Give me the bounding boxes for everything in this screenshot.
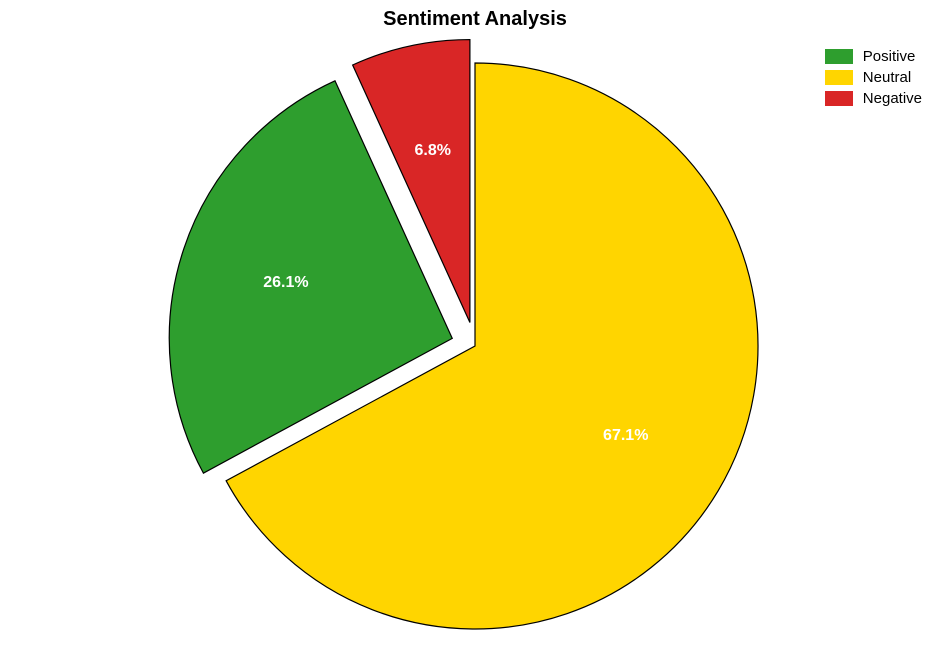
sentiment-pie-chart: Sentiment Analysis PositiveNeutralNegati… bbox=[0, 0, 950, 662]
legend-label-positive: Positive bbox=[863, 48, 916, 65]
legend-item-positive: Positive bbox=[825, 48, 922, 65]
legend-swatch-positive bbox=[825, 49, 853, 64]
legend-label-neutral: Neutral bbox=[863, 69, 911, 86]
slice-label-positive: 26.1% bbox=[263, 274, 308, 292]
pie-svg bbox=[0, 0, 950, 662]
legend-swatch-negative bbox=[825, 91, 853, 106]
legend-item-negative: Negative bbox=[825, 90, 922, 107]
legend-swatch-neutral bbox=[825, 70, 853, 85]
legend-label-negative: Negative bbox=[863, 90, 922, 107]
slice-label-neutral: 67.1% bbox=[603, 427, 648, 445]
legend-item-neutral: Neutral bbox=[825, 69, 922, 86]
legend: Positive Neutral Negative bbox=[825, 48, 922, 111]
slice-label-negative: 6.8% bbox=[414, 142, 450, 160]
